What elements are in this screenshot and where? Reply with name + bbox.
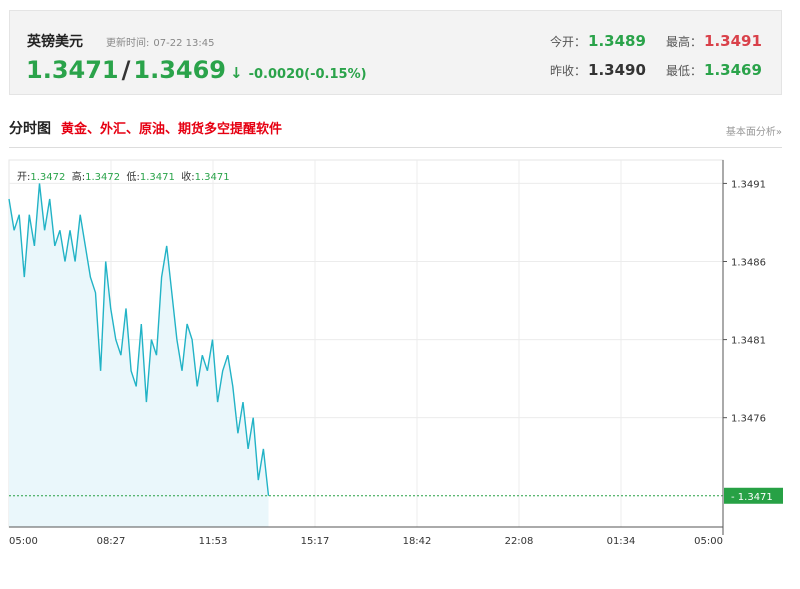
y-tick-label: 1.3491 (731, 179, 766, 190)
chart-title: 分时图 (9, 121, 51, 137)
ohlc-open-value: 1.3472 (30, 172, 65, 183)
fundamental-analysis-link[interactable]: 基本面分析» (725, 127, 782, 138)
current-price-tag (724, 487, 783, 504)
ohlc-high-value: 1.3472 (85, 172, 120, 183)
stat-open-value: 1.3489 (588, 32, 646, 50)
update-time-label: 更新时间: (106, 38, 150, 49)
x-tick-label: 08:27 (97, 536, 126, 547)
bid-price: 1.3471 (26, 56, 119, 84)
x-tick-label: 05:00 (694, 536, 723, 547)
x-tick-label: 15:17 (301, 536, 330, 547)
stat-open: 今开： 1.3489 (550, 32, 646, 50)
price-change: -0.0020(-0.15%) (248, 67, 367, 82)
stat-prev-close-label: 昨收： (550, 64, 587, 78)
y-tick-label: 1.3486 (731, 258, 766, 269)
stat-low-value: 1.3469 (704, 61, 762, 79)
instrument-name: 英镑美元 (27, 34, 83, 50)
stat-open-label: 今开： (550, 35, 587, 49)
chart-title-row: 分时图 黄金、外汇、原油、期货多空提醒软件 基本面分析» (9, 118, 782, 142)
current-price: 1.3471/1.3469 ↓ -0.0020(-0.15%) (26, 56, 367, 84)
stat-high-value: 1.3491 (704, 32, 762, 50)
x-tick-label: 22:08 (505, 536, 534, 547)
current-price-label: - 1.3471 (731, 492, 773, 503)
price-line (8, 183, 270, 496)
x-tick-label: 05:00 (9, 536, 38, 547)
x-tick-label: 11:53 (199, 536, 228, 547)
stat-prev-close-value: 1.3490 (588, 61, 646, 79)
ohlc-close-value: 1.3471 (195, 172, 230, 183)
ask-price: 1.3469 (133, 56, 227, 84)
x-tick-label: 18:42 (403, 536, 432, 547)
stat-low: 最低： 1.3469 (666, 61, 762, 79)
stat-prev-close: 昨收： 1.3490 (550, 61, 646, 79)
x-tick-label: 01:34 (607, 536, 636, 547)
ohlc-legend: 开:1.3472 高:1.3472 低:1.3471 收:1.3471 (17, 170, 230, 183)
y-tick-label: 1.3481 (731, 336, 766, 347)
stat-high-label: 最高： (666, 35, 703, 49)
ohlc-open-label: 开: (17, 172, 30, 183)
y-tick-label: 1.3476 (731, 414, 766, 425)
ohlc-close-label: 收: (175, 170, 195, 183)
ohlc-low-label: 低: (120, 170, 140, 183)
ohlc-high-label: 高: (65, 170, 85, 183)
update-time-value: 07-22 13:45 (153, 38, 215, 49)
price-separator: / (121, 56, 131, 84)
stat-low-label: 最低： (666, 64, 703, 78)
stat-high: 最高： 1.3491 (666, 32, 762, 50)
update-time: 更新时间: 07-22 13:45 (106, 34, 218, 49)
divider (9, 147, 782, 148)
down-arrow-icon: ↓ (230, 64, 243, 82)
promo-link[interactable]: 黄金、外汇、原油、期货多空提醒软件 (61, 122, 283, 137)
quote-panel: 英镑美元 更新时间: 07-22 13:45 1.3471/1.3469 ↓ -0.0… (9, 10, 782, 95)
ohlc-low-value: 1.3471 (140, 172, 175, 183)
